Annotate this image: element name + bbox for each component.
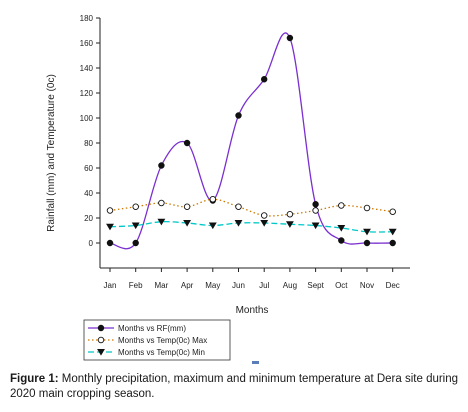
x-tick-label: Nov (360, 281, 374, 290)
data-point (363, 239, 371, 247)
legend-marker (97, 348, 105, 356)
legend-marker (97, 336, 105, 344)
data-point (235, 203, 242, 210)
y-tick-label: 60 (84, 164, 93, 173)
data-point (106, 223, 114, 231)
data-point (157, 218, 166, 226)
x-axis-title: Months (236, 305, 269, 316)
legend: Months vs RF(mm) Months vs Temp(0c) Max Mo… (83, 319, 231, 361)
decorative-dash (252, 361, 259, 364)
legend-marker (97, 324, 105, 332)
caption-text: Monthly precipitation, maximum and minim… (10, 373, 459, 400)
y-tick-label: 140 (80, 64, 94, 73)
data-point (337, 224, 346, 232)
data-point (260, 219, 269, 227)
legend-entry: Months vs RF(mm) (118, 324, 186, 333)
axes: 0 20 40 60 80 100 120 140 160 180 Jan Feb Mar Apr May J… (46, 14, 410, 316)
x-tick-label: Jul (259, 281, 269, 290)
series-1 (106, 32, 396, 250)
data-point (363, 204, 371, 212)
y-tick-label: 20 (84, 214, 93, 223)
legend-entry: Months vs Temp(0c) Max (118, 336, 207, 345)
chart: 0 20 40 60 80 100 120 140 160 180 Jan Feb Mar Apr May J… (46, 14, 410, 361)
y-tick-label: 100 (80, 114, 94, 123)
data-point (132, 239, 139, 247)
data-point (183, 219, 192, 227)
y-tick-label: 160 (80, 39, 94, 48)
series-line (109, 221, 393, 233)
y-axis-title: Rainfall (mm) and Temperature (0c) (46, 74, 57, 232)
caption-label: Figure 1: (10, 373, 59, 385)
data-point (286, 34, 294, 42)
x-tick-label: Sept (307, 281, 324, 290)
data-point (312, 201, 319, 208)
data-point (338, 202, 345, 209)
data-point (235, 112, 242, 119)
legend-entry: Months vs Temp(0c) Min (118, 348, 205, 357)
y-tick-label: 80 (84, 139, 93, 148)
x-tick-label: Mar (155, 281, 169, 290)
series-3 (106, 218, 397, 236)
data-point (312, 207, 319, 214)
data-point (286, 210, 294, 218)
x-tick-label: Feb (129, 281, 143, 290)
data-point (208, 222, 217, 230)
data-point (209, 195, 217, 203)
data-point (363, 228, 371, 236)
data-point (158, 199, 165, 207)
x-tick-label: May (205, 281, 220, 290)
series-line (109, 32, 393, 250)
x-tick-label: Oct (335, 281, 348, 290)
y-tick-label: 0 (89, 239, 94, 248)
x-tick-label: Dec (386, 281, 400, 290)
data-point (285, 221, 294, 228)
series-2 (106, 195, 396, 219)
data-point (311, 222, 320, 230)
series-line (109, 198, 393, 217)
y-tick-label: 120 (80, 89, 94, 98)
data-point (234, 219, 243, 227)
data-point (183, 203, 191, 210)
data-point (389, 208, 396, 215)
data-point (260, 212, 268, 219)
data-point (132, 203, 139, 210)
figure-caption: Figure 1: Monthly precipitation, maximum… (10, 372, 462, 402)
x-tick-label: Jun (232, 281, 245, 290)
y-tick-label: 180 (80, 14, 94, 23)
data-point (389, 239, 396, 247)
y-tick-label: 40 (84, 189, 93, 198)
data-point (158, 162, 165, 169)
x-tick-label: Apr (181, 281, 194, 290)
data-point (388, 228, 397, 236)
data-point (131, 222, 140, 230)
data-point (106, 207, 114, 214)
data-point (106, 239, 114, 247)
series-layer (106, 32, 397, 250)
data-point (338, 237, 345, 244)
x-tick-label: Jan (104, 281, 117, 290)
data-point (261, 76, 268, 83)
x-tick-label: Aug (283, 281, 297, 290)
data-point (183, 139, 191, 147)
